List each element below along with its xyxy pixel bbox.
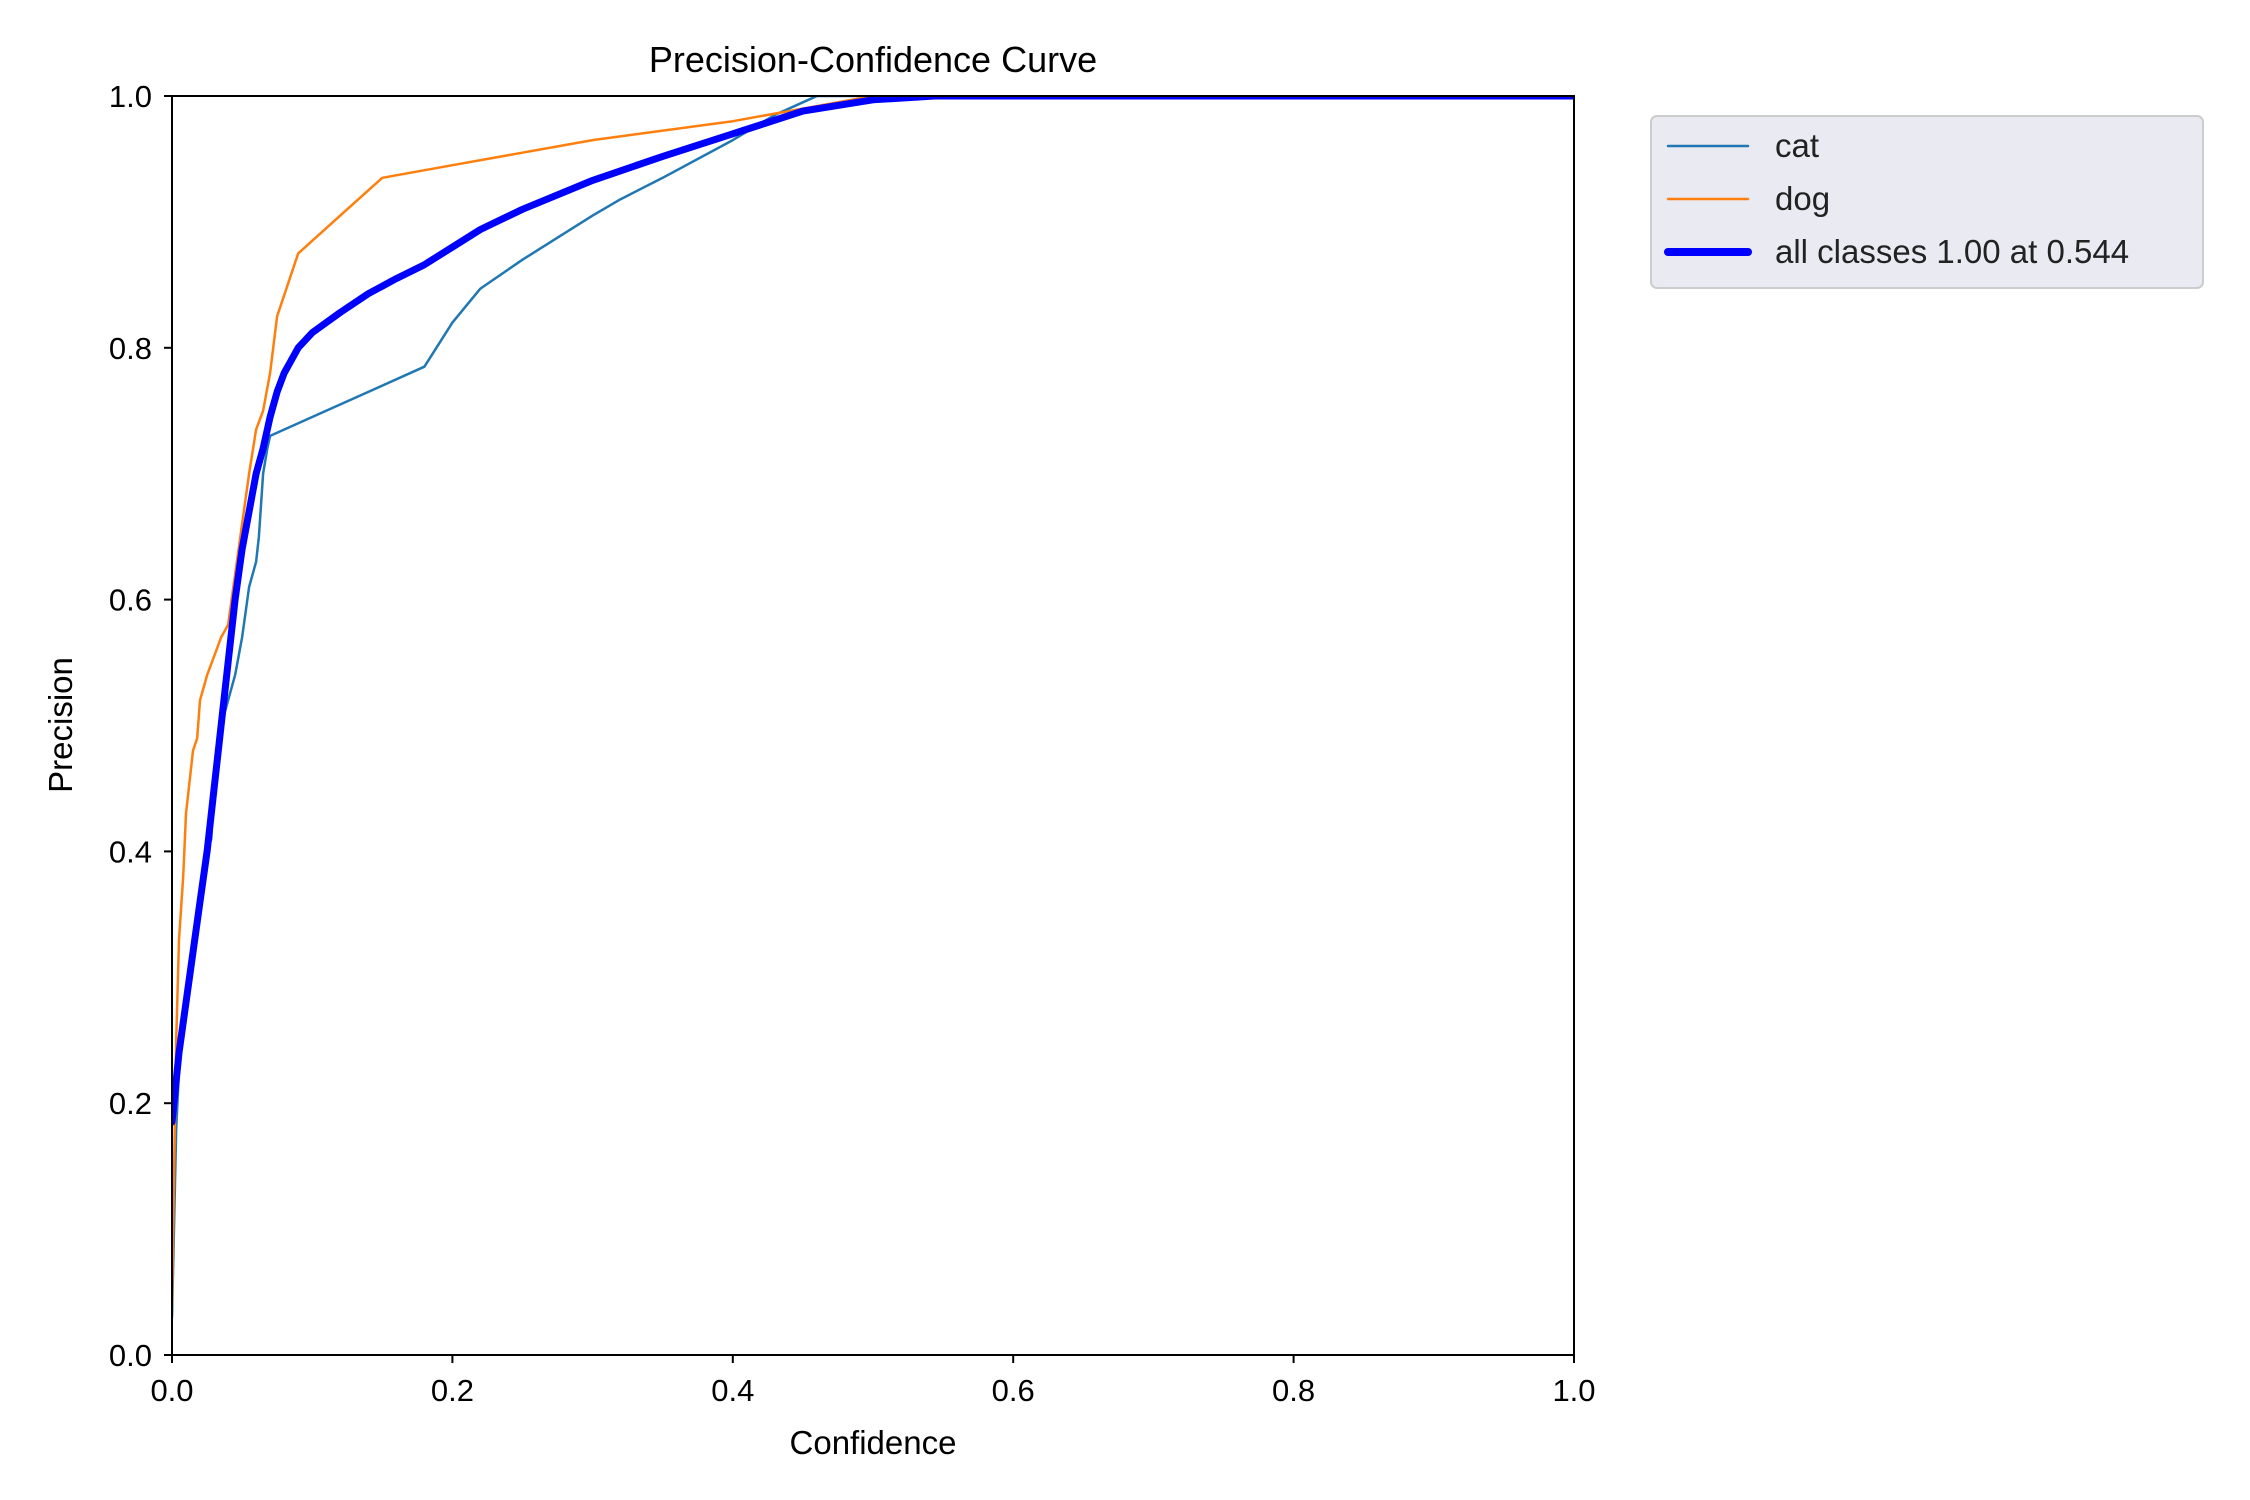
y-tick-label: 0.0 — [109, 1338, 152, 1373]
plot-frame — [171, 95, 1575, 1356]
x-tick-label: 0.6 — [992, 1373, 1035, 1408]
x-axis-ticks: 0.0 0.2 0.4 0.6 0.8 1.0 — [150, 1355, 1596, 1408]
chart-title: Precision-Confidence Curve — [649, 39, 1097, 80]
y-tick-label: 0.8 — [109, 331, 152, 366]
legend-label-0: cat — [1775, 127, 1819, 164]
legend-label-2: all classes 1.00 at 0.544 — [1775, 233, 2129, 270]
x-tick-label: 1.0 — [1552, 1373, 1595, 1408]
plot-area — [171, 95, 1575, 1356]
x-tick-label: 0.4 — [711, 1373, 754, 1408]
x-tick-label: 0.0 — [150, 1373, 193, 1408]
series-line-2 — [172, 96, 1574, 1126]
y-axis-label: Precision — [42, 657, 79, 793]
x-tick-label: 0.8 — [1272, 1373, 1315, 1408]
legend: cat dog all classes 1.00 at 0.544 — [1650, 115, 2204, 289]
y-tick-label: 0.4 — [109, 834, 152, 869]
series-line-1 — [172, 96, 1574, 1306]
series-layer — [172, 96, 1574, 1319]
legend-entries: cat dog all classes 1.00 at 0.544 — [1664, 127, 2129, 270]
y-axis-ticks: 0.0 0.2 0.4 0.6 0.8 1.0 — [109, 79, 172, 1373]
y-tick-label: 1.0 — [109, 79, 152, 114]
legend-box — [1650, 115, 2204, 289]
y-tick-label: 0.2 — [109, 1086, 152, 1121]
y-tick-label: 0.6 — [109, 583, 152, 618]
x-axis-label: Confidence — [790, 1424, 957, 1461]
x-tick-label: 0.2 — [431, 1373, 474, 1408]
legend-label-1: dog — [1775, 180, 1830, 217]
